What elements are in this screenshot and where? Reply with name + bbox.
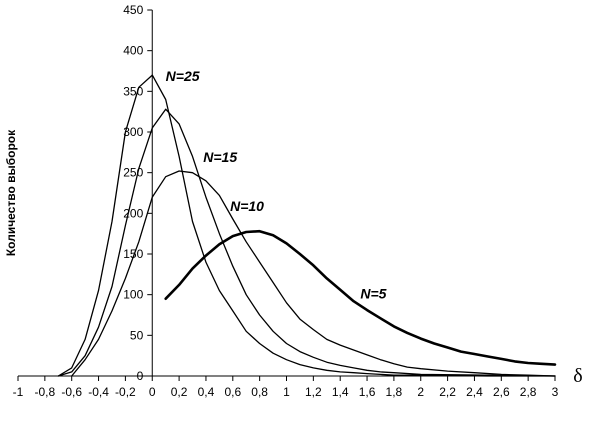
x-tick-label: 1,6 <box>359 385 376 399</box>
y-tick-label: 250 <box>123 166 143 180</box>
y-axis-title: Количество выборок <box>4 129 18 256</box>
y-tick-label: 300 <box>123 125 143 139</box>
y-tick-label: 200 <box>123 206 143 220</box>
x-tick-label: -0,4 <box>88 385 109 399</box>
series-line-n-15 <box>57 108 556 377</box>
series-group <box>57 74 557 377</box>
x-tick-label: 0,4 <box>198 385 215 399</box>
axes: -1 -0,8 -0,6 -0,4 -0,2 0 0,2 0,4 0,6 0,8 1 1,2 1,4 1,… <box>13 3 559 399</box>
y-tick-label: 150 <box>123 247 143 261</box>
x-tick-label: 0 <box>149 385 156 399</box>
x-tick-label: 1,2 <box>305 385 322 399</box>
x-tick-label: 2,2 <box>439 385 456 399</box>
x-tick-label: 0,6 <box>224 385 241 399</box>
x-tick-label: -0,8 <box>35 385 56 399</box>
x-tick-label: 2,8 <box>520 385 537 399</box>
y-tick-label: 0 <box>137 369 144 383</box>
series-label: N=15 <box>203 149 237 165</box>
y-tick-label: 400 <box>123 44 143 58</box>
series-line-n-5 <box>164 229 557 366</box>
x-tick-label: 3 <box>552 385 559 399</box>
y-tick-label: 100 <box>123 288 143 302</box>
x-tick-label: 2 <box>417 385 424 399</box>
series-label: N=5 <box>360 286 386 302</box>
y-tick-label: 450 <box>123 3 143 17</box>
series-label: N=10 <box>230 198 264 214</box>
x-tick-label: 2,4 <box>466 385 483 399</box>
series-labels: N=25 N=15 N=10 N=5 <box>166 68 387 302</box>
x-tick-label: -0,6 <box>61 385 82 399</box>
x-tick-label: -0,2 <box>115 385 136 399</box>
x-tick-label: 2,6 <box>493 385 510 399</box>
x-tick-label: 0,2 <box>171 385 188 399</box>
x-tick-label: 1,4 <box>332 385 349 399</box>
x-tick-label: 1,8 <box>386 385 403 399</box>
x-tick-label: 1 <box>283 385 290 399</box>
x-tick-label: -1 <box>13 385 24 399</box>
series-line-n-10 <box>71 170 556 377</box>
y-tick-label: 50 <box>130 328 144 342</box>
x-axis-title: δ <box>573 365 582 387</box>
x-tick-label: 0,8 <box>251 385 268 399</box>
series-line-n-25 <box>57 74 556 377</box>
series-label: N=25 <box>166 68 200 84</box>
